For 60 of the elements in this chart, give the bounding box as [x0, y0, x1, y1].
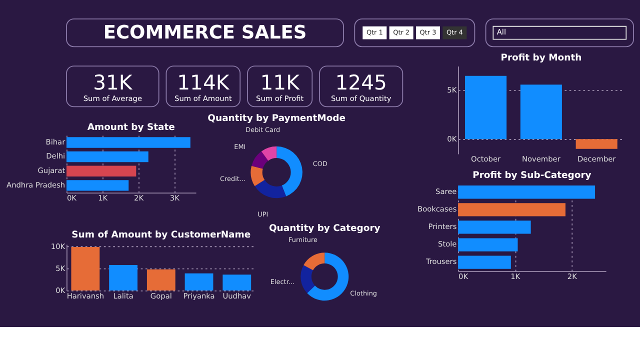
x-tick-label: Uudhav: [222, 291, 252, 300]
x-tick-label: 2K: [134, 193, 144, 202]
x-tick-label: November: [522, 154, 562, 164]
y-tick-label: Trousers: [424, 257, 457, 266]
y-tick-label: Delhi: [46, 152, 66, 161]
y-tick-label: Printers: [428, 222, 457, 232]
chart-title: Profit by Sub-Category: [472, 170, 592, 181]
x-tick-label: Priyanka: [183, 291, 215, 300]
x-tick-label: 0K: [66, 193, 77, 202]
y-tick-label: 0K: [447, 134, 457, 144]
text: 11K: [260, 70, 300, 95]
bar: [520, 84, 562, 140]
text: Sum of Average: [83, 94, 142, 104]
bar: [464, 76, 507, 140]
donut-slice: [276, 146, 302, 196]
bar: [146, 269, 176, 290]
y-tick-label: 5K: [447, 86, 457, 95]
donut-slice: [254, 180, 286, 198]
bar: [222, 274, 252, 290]
y-tick-label: Stole: [438, 240, 458, 249]
bar: [71, 246, 100, 290]
chart-title: Profit by Month: [500, 52, 582, 64]
donut-slice: [252, 151, 268, 169]
text: Sum of Quantity: [330, 94, 392, 104]
x-tick-label: 1K: [98, 193, 108, 202]
x-tick-label: Lalita: [113, 291, 134, 300]
text: All: [496, 28, 506, 37]
bar: [184, 273, 214, 290]
x-tick-label: 2K: [567, 272, 578, 281]
text: 114K: [177, 70, 230, 95]
y-tick-label: 10K: [50, 242, 66, 251]
text: 1245: [335, 70, 387, 95]
text: Sum of Amount: [174, 94, 232, 104]
donut-slice: [250, 166, 265, 186]
donut-slice: [261, 146, 277, 161]
chart-title: Quantity by Category: [268, 222, 380, 234]
y-tick-label: Gujarat: [38, 166, 66, 175]
text: 31K: [93, 70, 133, 95]
donut-slice: [300, 265, 315, 294]
y-tick-label: Bookcases: [418, 204, 457, 214]
y-tick-label: Andhra Pradesh: [6, 180, 66, 190]
chart-title: Sum of Amount by CustomerName: [72, 229, 251, 240]
chart-title: Quantity by PaymentMode: [208, 112, 346, 124]
y-tick-label: 5K: [56, 264, 66, 273]
donut-slice: [304, 252, 325, 270]
x-tick-label: December: [577, 154, 617, 164]
x-tick-label: 0K: [458, 272, 468, 281]
bar: [109, 264, 138, 290]
y-tick-label: Bihar: [46, 137, 66, 146]
x-tick-label: 1K: [510, 272, 520, 281]
text: ECOMMERCE SALES: [103, 22, 307, 44]
donut-slice: [307, 252, 349, 301]
x-tick-label: Gopal: [150, 291, 172, 300]
y-tick-label: Saree: [436, 186, 458, 196]
x-tick-label: 3K: [170, 193, 180, 202]
x-tick-label: Harivansh: [66, 291, 104, 300]
bar: [576, 139, 618, 149]
text: Sum of Profit: [256, 94, 304, 104]
x-tick-label: October: [471, 154, 502, 164]
chart-title: Amount by State: [87, 122, 175, 133]
